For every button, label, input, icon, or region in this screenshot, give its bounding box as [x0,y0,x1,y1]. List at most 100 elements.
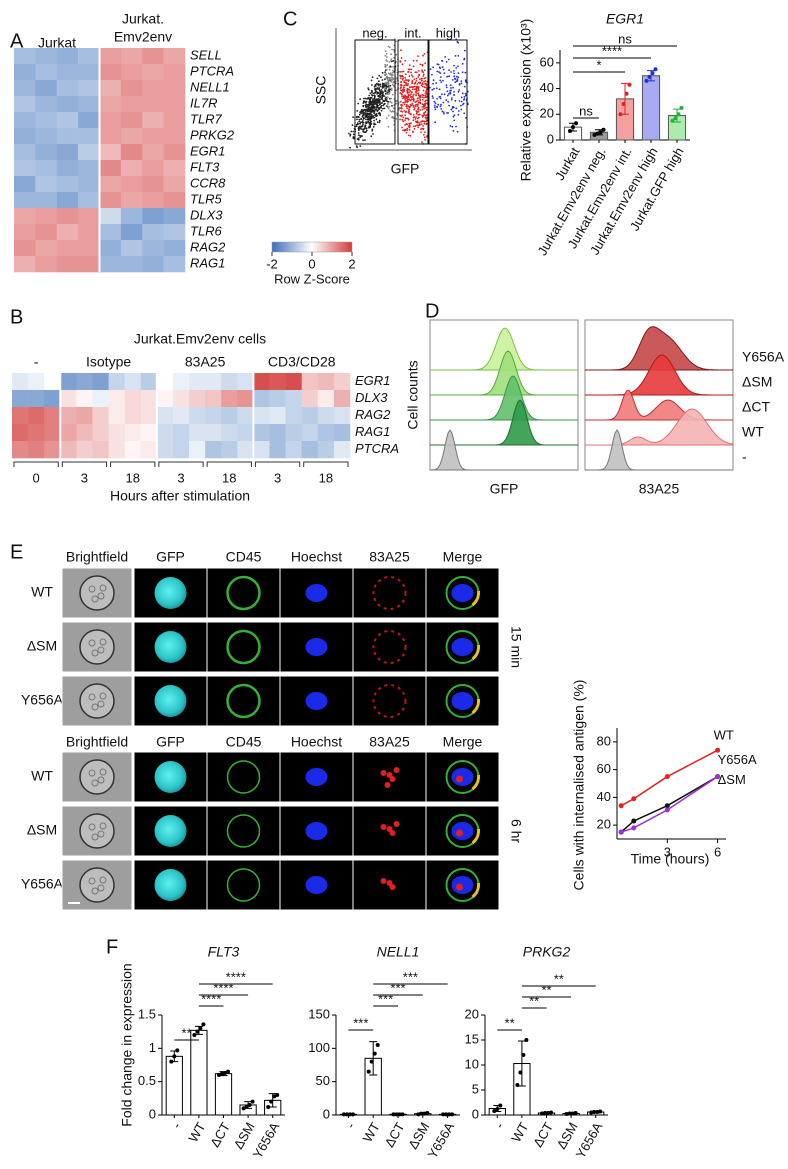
flow-event [415,85,418,88]
flow-event [432,66,435,69]
flow-event [407,117,409,120]
heatmap-cell [142,192,164,209]
flow-event [421,63,424,66]
data-point [595,1110,600,1114]
flow-event [392,60,395,62]
flow-event [371,116,373,119]
cell-nucleus [305,584,328,602]
heatmap-cell [35,64,58,81]
flow-event [379,83,382,86]
heatmap-cell [163,208,186,225]
flow-event [380,107,382,109]
flow-event [386,75,388,78]
y-tick-label: 80 [597,733,611,748]
flow-event [460,82,463,85]
flow-event [420,79,423,82]
x-tick-label: ΔCT [530,1120,556,1150]
heatmap-cell [221,441,238,459]
gate-label: int. [404,25,421,40]
flow-event [440,81,443,83]
significance-label: *** [353,1015,368,1030]
flow-event [421,114,424,117]
flow-event [391,105,393,107]
merge-83a25-spot [456,829,463,837]
data-point [244,1104,249,1109]
flow-event [403,129,406,131]
flow-event [402,101,405,104]
heatmap-cell [120,112,143,129]
y-tick-label: 50 [316,1073,330,1088]
heatmap-cell [140,424,158,442]
heatmap-cell [120,160,143,177]
heatmap-cell [333,441,351,459]
flow-event [360,135,363,137]
flow-event [390,89,393,91]
heatmap-cell [44,373,61,391]
flow-event [464,71,467,74]
flow-event [425,82,427,85]
flow-event [385,91,388,94]
flow-event [411,82,413,85]
flow-event [407,83,409,85]
y-tick-label: 20 [540,106,554,121]
flow-event [372,92,375,95]
flow-event [375,113,377,116]
cell-texture [88,585,96,593]
flow-event [359,145,362,148]
heatmap-cell [124,390,142,408]
histogram [430,375,578,421]
heatmap-cell [108,424,125,442]
hour-label: 18 [319,470,333,485]
heatmap-cell [120,256,143,273]
flow-event [413,108,416,111]
heatmap-cell [60,441,77,459]
heatmap-cell [99,176,122,193]
column-header: 83A25 [369,734,410,750]
heatmap-cell [78,128,100,145]
heatmap-cell [108,407,125,425]
flow-event [388,46,391,49]
data-point [627,82,632,87]
significance-label: * [596,57,601,72]
flow-event [422,71,425,74]
column-header: Merge [443,734,483,750]
cell-texture [97,646,105,654]
flow-event [386,64,389,66]
cell-texture [99,692,107,700]
flow-event [423,69,426,72]
x-axis-label: GFP [490,481,519,497]
significance-label: *** [403,969,418,984]
cell-texture [88,769,96,777]
cell-nucleus [305,822,328,840]
flow-event [417,75,420,78]
heatmap-cell [56,176,79,193]
flow-event [452,86,454,89]
histogram [585,408,734,446]
heatmap-cell [56,240,79,257]
flow-event [463,57,466,60]
flow-event [402,86,405,88]
heatmap-cell [99,128,122,145]
flow-event [402,120,405,123]
heatmap-cell [333,424,351,442]
heatmap-cell [35,224,58,241]
flow-event [429,68,432,70]
x-tick-label: ΔCT [382,1120,408,1150]
flow-event [395,102,398,105]
heatmap-cell [99,48,122,65]
flow-event [418,121,420,124]
flow-event [420,77,423,80]
flow-event [361,121,364,124]
flow-event [384,95,387,98]
flow-event [381,98,383,101]
data-point [425,1111,430,1115]
y-tick-label: 0 [547,131,554,146]
flow-event [452,110,454,113]
row-label: WT [31,584,53,600]
flow-event [376,121,379,123]
flow-event [463,95,466,98]
heatmap-cell [78,96,100,113]
cell-brightfield [79,759,115,795]
flow-event [432,82,434,85]
flow-event [404,124,407,126]
